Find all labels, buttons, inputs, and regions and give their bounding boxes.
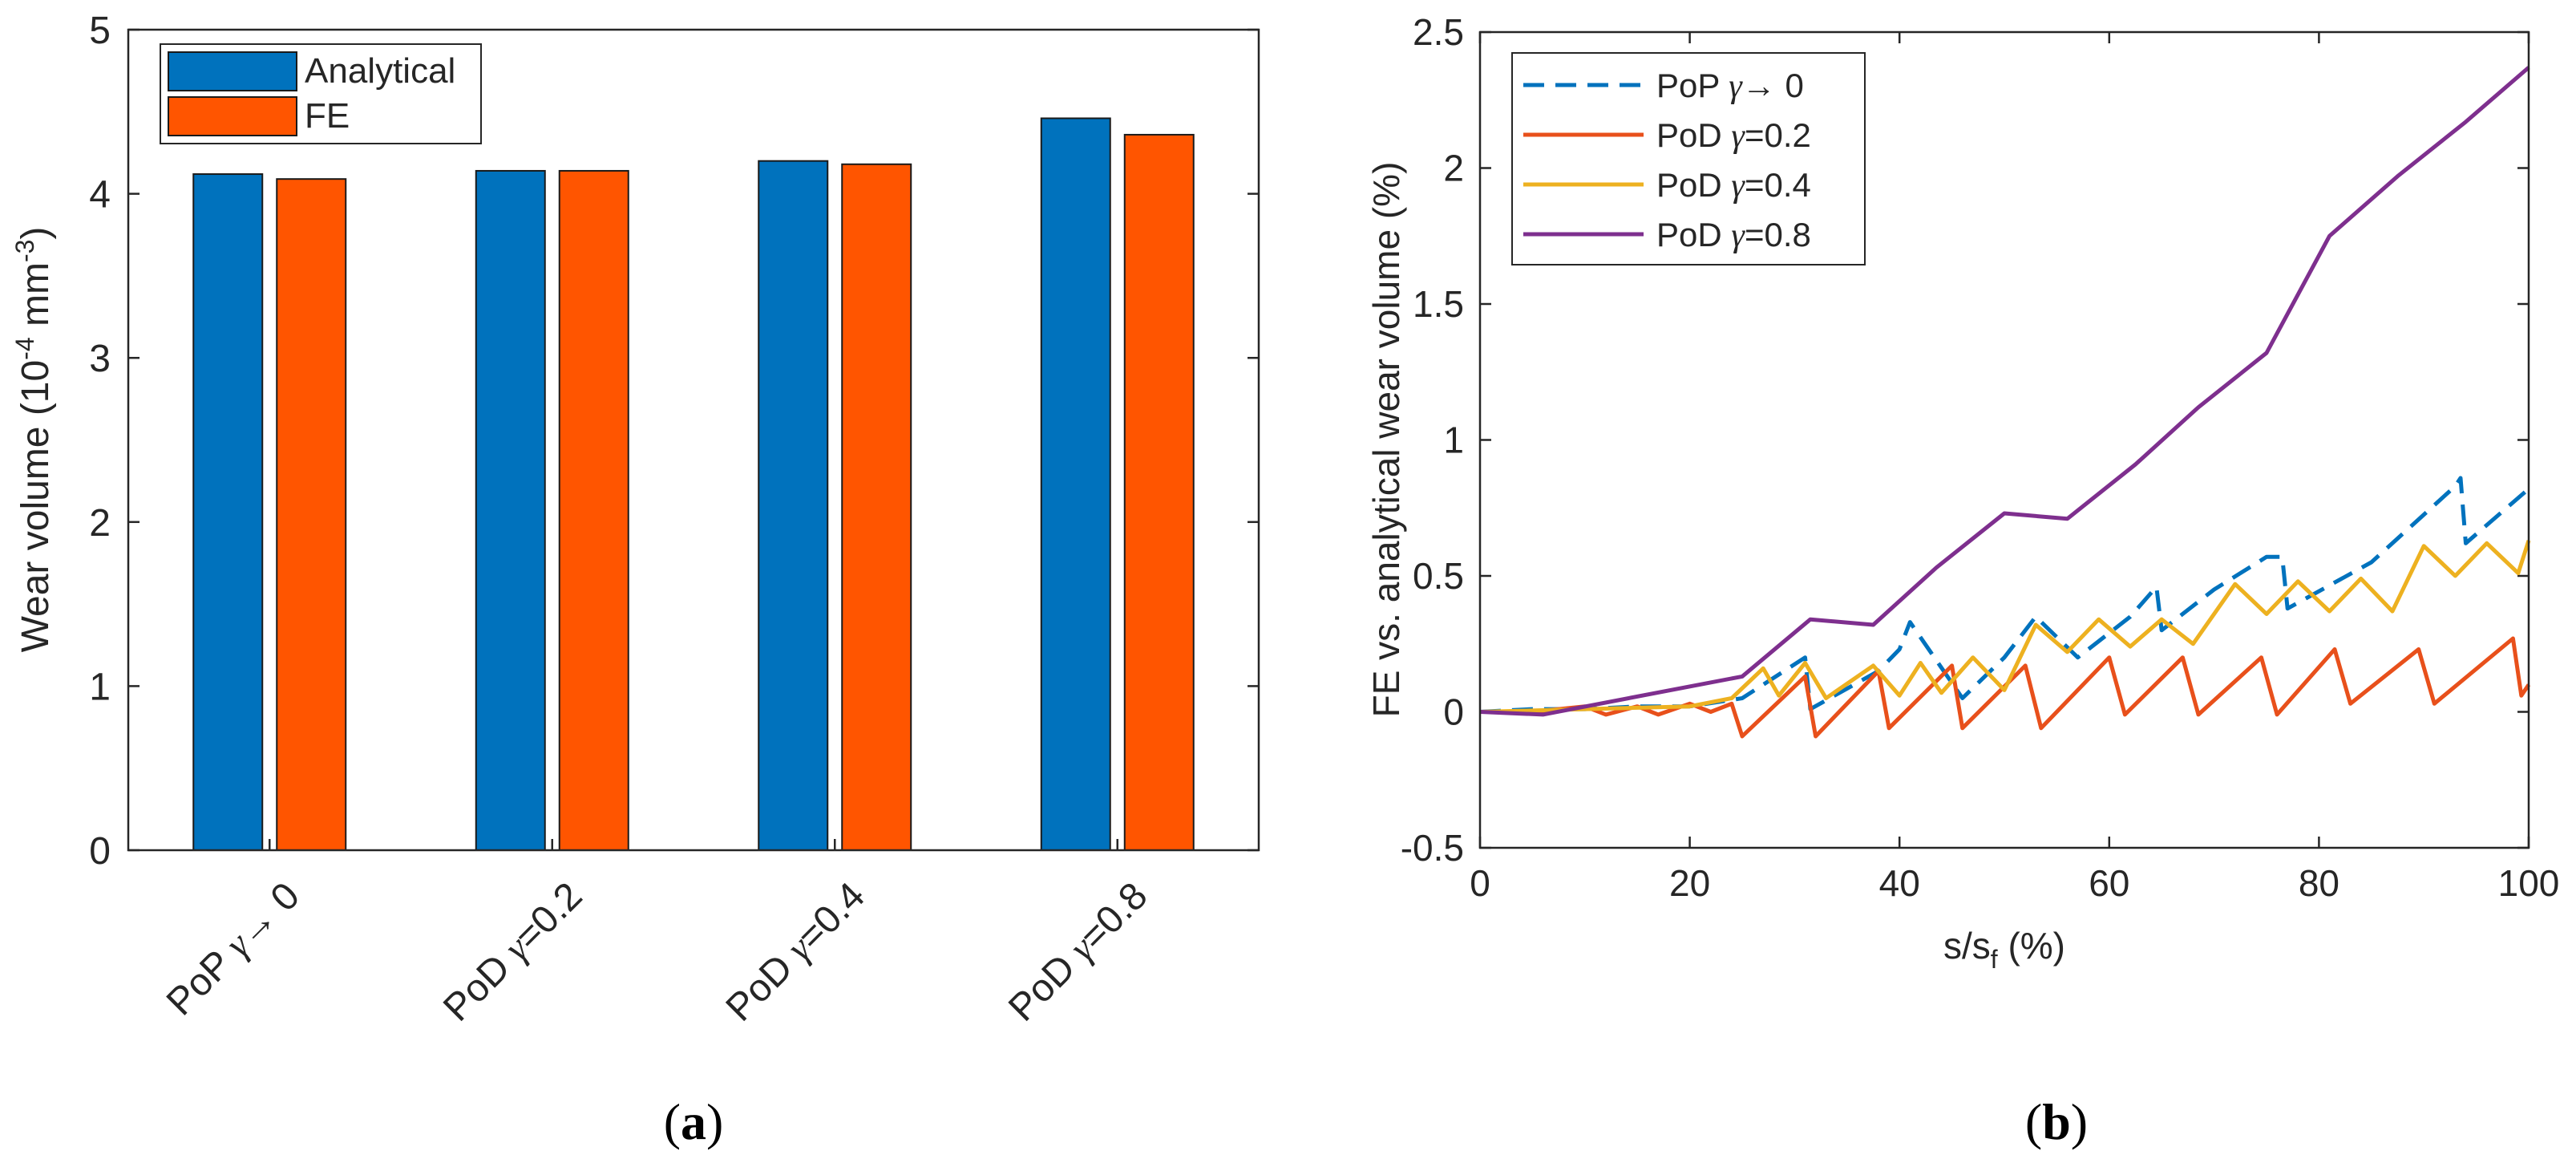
panel-a-bar-chart: 0 1 2 3 4 5 PoP γ→ 0 PoD γ=0.2 PoD γ=0.4 PoD γ=0… [10,10,1260,1150]
panel-b-y-tick-label: 0.5 [1413,555,1464,597]
panel-a-x-tick-label: PoP γ→ 0 [159,874,308,1023]
panel-b-y-tick-label: -0.5 [1401,827,1464,869]
panel-a-y-tick-label: 2 [89,502,111,545]
bar-fe-2 [558,169,629,851]
bar-fe-3 [841,163,912,852]
panel-b-ticks: -0.500.511.522.50 20 40 60 80 100 [1401,11,2560,904]
panel-b-x-tick-label: 0 [1470,862,1490,904]
panel-a-label: (a) [664,1093,724,1150]
panel-a-bars [192,117,1195,852]
panel-a-y-tick-label: 5 [89,10,111,52]
panel-b-y-tick-label: 1.5 [1413,283,1464,325]
panel-b-x-tick-label: 60 [2089,862,2129,904]
legend-label-analytical: Analytical [305,51,455,91]
panel-b-y-axis-label: FE vs. analytical wear volume (%) [1365,162,1407,718]
panel-b-label: (b) [2025,1093,2088,1150]
legend-swatch-analytical [168,51,297,91]
panel-b-x-tick-label: 40 [1879,862,1920,904]
panel-b-x-tick-label: 80 [2299,862,2339,904]
panel-a-y-ticks: 0 1 2 3 4 5 [89,10,1259,873]
series-line-pod-0-8 [1479,66,2530,717]
legend-label-fe: FE [305,96,350,136]
panel-b-axes-box [1478,30,2530,849]
panel-b-y-tick-label: 2 [1443,148,1464,189]
panel-a-y-tick-label: 0 [89,830,111,873]
series-line-pod-0-4 [1479,540,2531,714]
bar-analytical-1 [192,173,264,852]
panel-a-x-tick-label: PoD γ=0.2 [435,874,590,1029]
panel-a-y-tick-label: 4 [89,174,111,217]
legend-label-pop-0: PoP γ→ 0 [1656,67,1804,105]
panel-b-series-lines [1479,66,2531,739]
panel-b-y-tick-label: 0 [1443,691,1464,733]
bar-analytical-3 [758,160,829,851]
legend-label-pod-0-4: PoD γ=0.4 [1656,166,1811,205]
bar-fe-1 [276,178,347,852]
panel-a-y-axis-label: Wear volume (10-4 mm-3) [10,227,57,653]
bar-analytical-2 [475,169,546,851]
panel-b-legend: PoP γ→ 0 PoD γ=0.2 PoD γ=0.4 PoD γ=0.8 [1511,52,1866,265]
panel-a-legend: Analytical FE [160,43,482,144]
panel-b-legend-box [1511,52,1866,265]
panel-a-x-tick-label: PoD γ=0.4 [718,874,873,1029]
panel-b-x-axis-label: s/sf (%) [1943,925,2065,974]
panel-b-y-tick-label: 2.5 [1413,11,1464,53]
panel-a-x-tick-label: PoD γ=0.8 [1001,874,1155,1029]
panel-a-y-tick-label: 1 [89,666,111,708]
panel-a-x-tick-labels: PoP γ→ 0 PoD γ=0.2 PoD γ=0.4 PoD γ=0.8 [159,839,1156,1030]
legend-label-pod-0-2: PoD γ=0.2 [1656,116,1811,155]
panel-b-y-tick-label: 1 [1443,419,1464,461]
panel-b-x-tick-label: 20 [1669,862,1710,904]
panel-b-line-chart: -0.500.511.522.50 20 40 60 80 100 PoP γ→ 0PoD… [1365,11,2559,1150]
panel-b-x-tick-label: 100 [2498,862,2560,904]
legend-label-pod-0-8: PoD γ=0.8 [1656,216,1811,254]
series-line-pod-0-2 [1480,636,2531,739]
panel-a-axes-box [127,28,1260,852]
panel-a-y-tick-label: 3 [89,338,111,380]
legend-swatch-fe [168,96,297,136]
bar-fe-4 [1123,133,1195,852]
bar-analytical-4 [1040,117,1111,851]
